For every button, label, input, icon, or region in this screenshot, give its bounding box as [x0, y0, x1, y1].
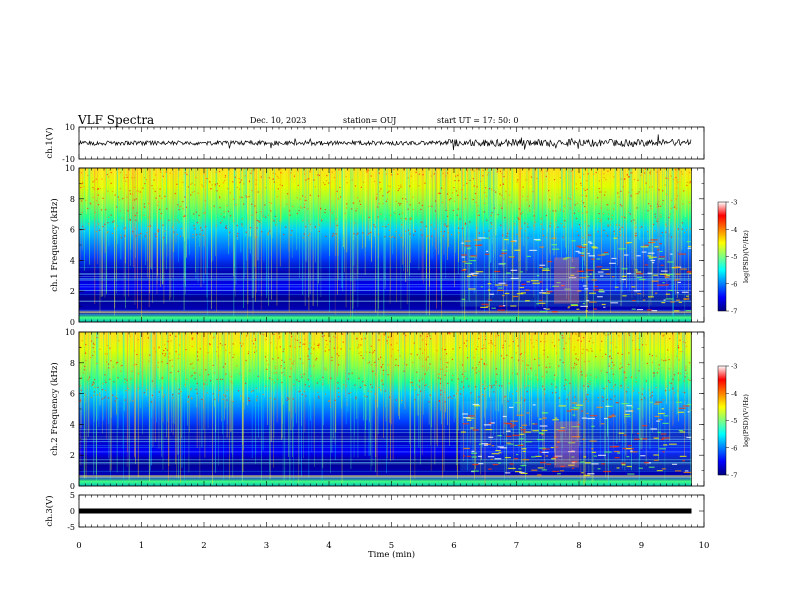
spectrogram-texture-ch1 [79, 168, 692, 322]
colorbar-tick-label: -4 [731, 390, 737, 398]
y-axis-label: ch.2 Frequency (kHz) [49, 362, 60, 455]
y-tick-label: -10 [62, 155, 75, 164]
y-tick-label: 6 [70, 390, 75, 399]
colorbar-tick-label: -5 [731, 417, 737, 425]
y-axis-label: ch.3(V) [44, 495, 55, 526]
ch3-waveform-line [79, 508, 692, 514]
x-tick-label: 4 [326, 541, 331, 551]
y-tick-label: -5 [67, 523, 75, 532]
y-tick-label: 0 [70, 482, 75, 491]
x-tick-label: 7 [514, 541, 519, 551]
y-tick-label: 5 [70, 491, 75, 500]
x-tick-label: 6 [451, 541, 456, 551]
colorbar-tick-label: -3 [731, 199, 737, 207]
y-tick-label: 10 [65, 328, 75, 337]
x-tick-label: 10 [699, 541, 710, 551]
y-tick-label: 6 [70, 226, 75, 235]
y-tick-label: 4 [70, 420, 75, 429]
colorbar-ch2 [717, 365, 727, 476]
y-tick-label: 2 [70, 287, 75, 296]
colorbar-tick-label: -6 [731, 280, 737, 288]
y-tick-label: 2 [70, 451, 75, 460]
x-tick-label: 3 [264, 541, 269, 551]
y-tick-label: 4 [70, 256, 75, 265]
x-tick-label: 9 [639, 541, 644, 551]
colorbar-tick-label: -6 [731, 444, 737, 452]
date-label: Dec. 10, 2023 [250, 116, 307, 125]
colorbar-tick-label: -5 [731, 253, 737, 261]
start-time-label: start UT = 17: 50: 0 [437, 116, 519, 125]
ch1-waveform-line [78, 134, 692, 151]
colorbar-ch1 [717, 201, 727, 312]
y-tick-label: 10 [65, 123, 75, 132]
y-tick-label: 10 [65, 164, 75, 173]
x-tick-label: 5 [389, 541, 394, 551]
y-tick-label: 8 [70, 195, 75, 204]
plot-panels [78, 134, 692, 514]
x-axis-label: Time (min) [368, 549, 415, 560]
x-tick-label: 0 [76, 541, 81, 551]
y-axis-label: ch.1 Frequency (kHz) [49, 198, 60, 291]
colorbar-tick-label: -7 [731, 308, 737, 316]
y-tick-label: 0 [70, 318, 75, 327]
spectrogram-ch1 [79, 168, 692, 322]
colorbar-label: log(PSD)(V²/Hz) [742, 394, 750, 447]
colorbar-label: log(PSD)(V²/Hz) [742, 230, 750, 283]
y-tick-label: 8 [70, 359, 75, 368]
spectrogram-ch2 [79, 332, 692, 486]
x-tick-label: 8 [576, 541, 581, 551]
colorbar-tick-label: -7 [731, 472, 737, 480]
colorbar-tick-label: -3 [731, 363, 737, 371]
station-label: station= OUJ [343, 116, 397, 125]
colorbar-tick-label: -4 [731, 226, 737, 234]
spectrogram-texture-ch2 [79, 332, 692, 486]
x-tick-label: 2 [201, 541, 206, 551]
x-tick-label: 1 [139, 541, 144, 551]
y-axis-label: ch.1(V) [44, 127, 55, 158]
y-tick-label: 0 [70, 507, 75, 516]
chart-title: VLF Spectra [78, 113, 155, 127]
